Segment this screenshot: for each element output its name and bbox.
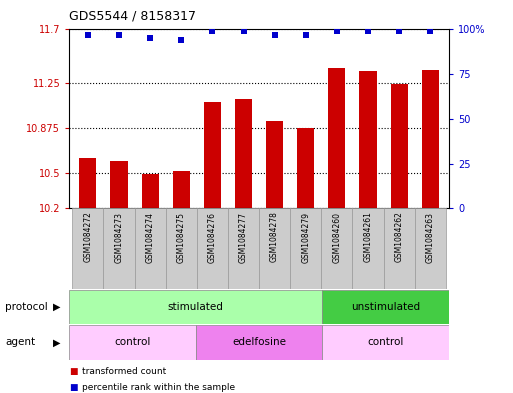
Text: agent: agent <box>5 337 35 347</box>
Bar <box>384 208 415 289</box>
Point <box>115 32 123 38</box>
Bar <box>142 174 159 208</box>
Text: unstimulated: unstimulated <box>351 302 420 312</box>
Bar <box>228 208 259 289</box>
Bar <box>290 208 321 289</box>
Point <box>426 28 435 35</box>
Text: GSM1084261: GSM1084261 <box>364 211 372 263</box>
Bar <box>266 121 283 208</box>
Text: protocol: protocol <box>5 302 48 312</box>
Bar <box>328 68 345 208</box>
Bar <box>390 84 408 208</box>
Bar <box>80 158 96 208</box>
Bar <box>166 208 197 289</box>
Text: GSM1084274: GSM1084274 <box>146 211 154 263</box>
Text: ▶: ▶ <box>53 302 61 312</box>
Bar <box>235 99 252 208</box>
Point <box>208 28 216 35</box>
Text: GSM1084263: GSM1084263 <box>426 211 435 263</box>
Bar <box>104 208 134 289</box>
Bar <box>69 325 196 360</box>
Point <box>177 37 185 43</box>
Point <box>364 28 372 35</box>
Bar <box>197 208 228 289</box>
Point <box>84 32 92 38</box>
Bar <box>69 290 322 324</box>
Bar <box>110 161 128 208</box>
Bar <box>321 208 352 289</box>
Bar <box>322 290 449 324</box>
Text: GSM1084276: GSM1084276 <box>208 211 217 263</box>
Text: GSM1084279: GSM1084279 <box>301 211 310 263</box>
Text: GSM1084262: GSM1084262 <box>394 211 404 263</box>
Text: control: control <box>114 337 151 347</box>
Bar <box>360 71 377 208</box>
Text: transformed count: transformed count <box>82 367 166 376</box>
Bar <box>173 171 190 208</box>
Text: ■: ■ <box>69 384 78 392</box>
Text: GDS5544 / 8158317: GDS5544 / 8158317 <box>69 10 196 23</box>
Bar <box>134 208 166 289</box>
Bar <box>196 325 322 360</box>
Bar <box>259 208 290 289</box>
Text: GSM1084272: GSM1084272 <box>84 211 92 263</box>
Bar <box>72 208 104 289</box>
Text: GSM1084278: GSM1084278 <box>270 211 279 263</box>
Text: ■: ■ <box>69 367 78 376</box>
Text: GSM1084273: GSM1084273 <box>114 211 124 263</box>
Bar <box>352 208 384 289</box>
Point <box>270 32 279 38</box>
Point <box>146 35 154 42</box>
Text: GSM1084260: GSM1084260 <box>332 211 341 263</box>
Bar <box>204 102 221 208</box>
Text: ▶: ▶ <box>53 337 61 347</box>
Bar <box>415 208 446 289</box>
Point <box>395 28 403 35</box>
Point <box>302 32 310 38</box>
Text: percentile rank within the sample: percentile rank within the sample <box>82 384 235 392</box>
Text: GSM1084277: GSM1084277 <box>239 211 248 263</box>
Point <box>333 28 341 35</box>
Bar <box>322 325 449 360</box>
Text: control: control <box>367 337 404 347</box>
Text: edelfosine: edelfosine <box>232 337 286 347</box>
Bar <box>297 129 314 208</box>
Bar <box>422 70 439 208</box>
Point <box>240 28 248 35</box>
Text: GSM1084275: GSM1084275 <box>177 211 186 263</box>
Text: stimulated: stimulated <box>168 302 224 312</box>
